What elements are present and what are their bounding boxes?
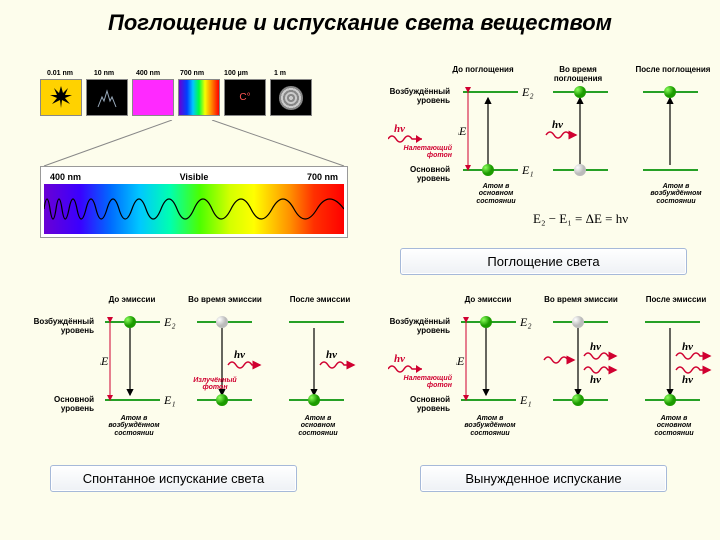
thumb-gamma	[40, 79, 82, 116]
spon-excited-label: Возбуждённый уровень	[28, 317, 94, 335]
visible-left-label: 400 nm	[50, 172, 81, 182]
spon-ground-label: Основной уровень	[28, 395, 94, 413]
spontaneous-caption: Спонтанное испускание света	[50, 465, 297, 492]
thumb-visible	[178, 79, 220, 116]
svg-text:ΔE: ΔE	[100, 354, 109, 368]
thumb-uv	[132, 79, 174, 116]
visible-gradient	[44, 184, 344, 234]
spon-phase-before: До эмиссии	[92, 295, 172, 304]
stim-photon-side-arrow	[388, 363, 428, 375]
spon-atom-ground-cap: Атом в основном состоянии	[288, 415, 348, 437]
spon-photon-label: Излучённый фотон	[185, 377, 245, 391]
svg-text:hν: hν	[590, 374, 601, 386]
svg-text:hν: hν	[234, 349, 245, 361]
stim-photon-side-label: Налетающий фотон	[382, 375, 452, 389]
abs-formula: E₂ − E₁ = ΔE = hν	[533, 211, 628, 227]
wm-0: 0.01 nm	[40, 70, 80, 77]
main-title: Поглощение и испускание света веществом	[0, 0, 720, 36]
stim-ground-label: Основной уровень	[384, 395, 450, 413]
thumb-radio	[270, 79, 312, 116]
stim-excited-label: Возбуждённый уровень	[384, 317, 450, 335]
abs-photon-side-label: Налетающий фотон	[382, 145, 452, 159]
visible-spectrum-box: 400 nm Visible 700 nm	[40, 166, 348, 238]
svg-text:E₁: E₁	[521, 163, 534, 177]
svg-text:hν: hν	[590, 341, 601, 353]
stim-phase-before: До эмиссии	[448, 295, 528, 304]
absorption-caption: Поглощение света	[400, 248, 687, 275]
em-spectrum-region: 0.01 nm 10 nm 400 nm 700 nm 100 µm 1 m C…	[40, 70, 312, 116]
absorption-diagram: До поглощения Во время поглощения После …	[388, 65, 708, 260]
abs-excited-label: Возбуждённый уровень	[382, 87, 450, 105]
svg-text:ΔE: ΔE	[456, 354, 465, 368]
svg-text:E₁: E₁	[163, 393, 176, 407]
spontaneous-diagram: До эмиссии Во время эмиссии После эмисси…	[30, 295, 360, 485]
projection-lines	[40, 120, 348, 168]
abs-photon-side-arrow	[388, 133, 428, 145]
svg-text:hν: hν	[682, 341, 693, 353]
stim-phase-after: После эмиссии	[636, 295, 716, 304]
spon-atom-excited-cap: Атом в возбуждённом состоянии	[104, 415, 164, 437]
wm-4: 100 µm	[216, 70, 256, 77]
stim-atom-excited-cap: Атом в возбуждённом состоянии	[460, 415, 520, 437]
spon-phase-after: После эмиссии	[280, 295, 360, 304]
stim-phase-during: Во время эмиссии	[541, 295, 621, 304]
svg-text:hν: hν	[552, 119, 563, 131]
spon-phase-during: Во время эмиссии	[185, 295, 265, 304]
svg-text:E₁: E₁	[519, 393, 532, 407]
svg-text:ΔE: ΔE	[458, 124, 467, 138]
abs-ground-label: Основной уровень	[382, 165, 450, 183]
visible-right-label: 700 nm	[307, 172, 338, 182]
wm-3: 700 nm	[172, 70, 212, 77]
abs-phase-before: До поглощения	[443, 65, 523, 74]
stimulated-caption: Вынужденное испускание	[420, 465, 667, 492]
svg-text:E₂: E₂	[519, 315, 532, 329]
thumb-xray	[86, 79, 128, 116]
wm-1: 10 nm	[84, 70, 124, 77]
svg-text:hν: hν	[326, 349, 337, 361]
wm-5: 1 m	[260, 70, 300, 77]
svg-text:hν: hν	[682, 374, 693, 386]
thumb-ir: C°	[224, 79, 266, 116]
abs-phase-after: После поглощения	[633, 65, 713, 74]
svg-text:E₂: E₂	[163, 315, 176, 329]
visible-mid-label: Visible	[180, 172, 209, 182]
abs-atom-excited-cap: Атом в возбуждённом состоянии	[646, 183, 706, 205]
stim-atom-ground-cap: Атом в основном состоянии	[644, 415, 704, 437]
wm-2: 400 nm	[128, 70, 168, 77]
abs-atom-ground-cap: Атом в основном состоянии	[466, 183, 526, 205]
stimulated-diagram: До эмиссии Во время эмиссии После эмисси…	[386, 295, 716, 485]
svg-text:E₂: E₂	[521, 85, 534, 99]
